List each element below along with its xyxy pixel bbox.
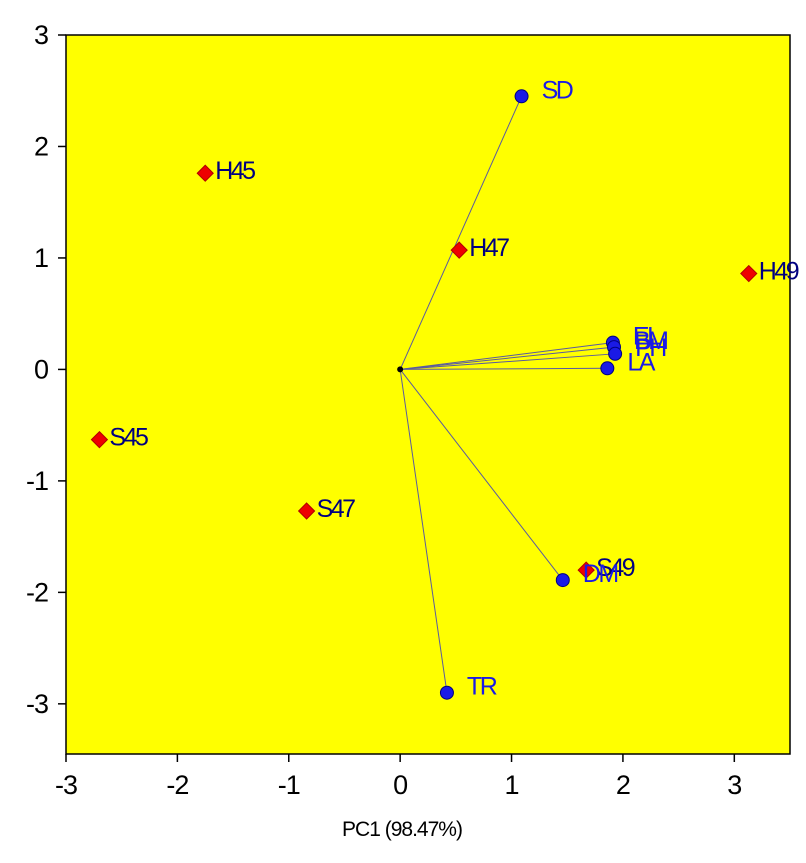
loading-vector-tr: [399, 369, 448, 693]
loading-label-la: LA: [627, 348, 655, 376]
x-tick-label: 3: [727, 770, 741, 800]
y-tick-label: 1: [34, 243, 48, 273]
score-label-s49: S49: [596, 554, 635, 582]
x-tick-label: -1: [278, 770, 300, 800]
loading-vector-dm: [399, 369, 564, 581]
loading-vector-ph: [400, 353, 616, 370]
loading-label-dm: DM: [583, 560, 618, 588]
loading-point-la: [600, 361, 615, 376]
score-label-s45: S45: [109, 424, 148, 452]
loading-vector-sd: [399, 96, 523, 370]
score-point-h45: [196, 164, 214, 182]
y-tick-label: -1: [26, 466, 48, 496]
score-point-s45: [90, 430, 109, 449]
loading-label-sd: SD: [542, 76, 573, 104]
loading-label-ph: PH: [635, 334, 666, 362]
loading-point-tr: [439, 685, 454, 700]
x-tick-label: 1: [505, 770, 519, 800]
y-tick-label: 3: [34, 20, 48, 50]
loading-label-bm: BM: [634, 327, 667, 355]
x-axis-ticks: -3 -2 -1 0 1 2 3: [55, 754, 742, 800]
score-point-h47: [450, 241, 468, 259]
loading-point-ph: [608, 346, 623, 361]
loading-vector-la: [400, 367, 608, 370]
score-label-h49: H49: [759, 258, 799, 286]
x-tick-label: 2: [616, 770, 630, 800]
y-tick-label: -2: [26, 577, 48, 607]
score-points: H45 H47 H49 S45 S47 S49: [90, 157, 801, 582]
loading-label-el: EL: [633, 323, 661, 351]
score-point-h49: [740, 264, 758, 283]
y-tick-label: -3: [26, 689, 48, 719]
score-label-s47: S47: [317, 495, 356, 523]
x-tick-label: -3: [55, 770, 77, 800]
score-point-s49: [577, 561, 595, 579]
score-label-h47: H47: [469, 234, 509, 262]
loading-label-tr: TR: [467, 673, 497, 701]
plot-area: [65, 34, 791, 755]
x-tick-label: -2: [166, 770, 188, 800]
loading-vector-el: [400, 342, 613, 370]
y-tick-label: 2: [34, 131, 48, 161]
loading-point-sd: [514, 89, 529, 104]
y-tick-label: 0: [34, 354, 48, 384]
y-axis-ticks: -3 -2 -1 0 1 2 3: [26, 20, 66, 719]
loading-point-dm: [555, 573, 570, 588]
loading-vector-bm: [400, 346, 615, 370]
origin-marker: [397, 366, 404, 373]
x-axis-title: PC1 (98.47%): [342, 818, 462, 841]
loading-vectors: [399, 96, 616, 693]
score-label-h45: H45: [215, 157, 255, 185]
x-tick-label: 0: [393, 770, 407, 800]
score-point-s47: [297, 502, 316, 520]
